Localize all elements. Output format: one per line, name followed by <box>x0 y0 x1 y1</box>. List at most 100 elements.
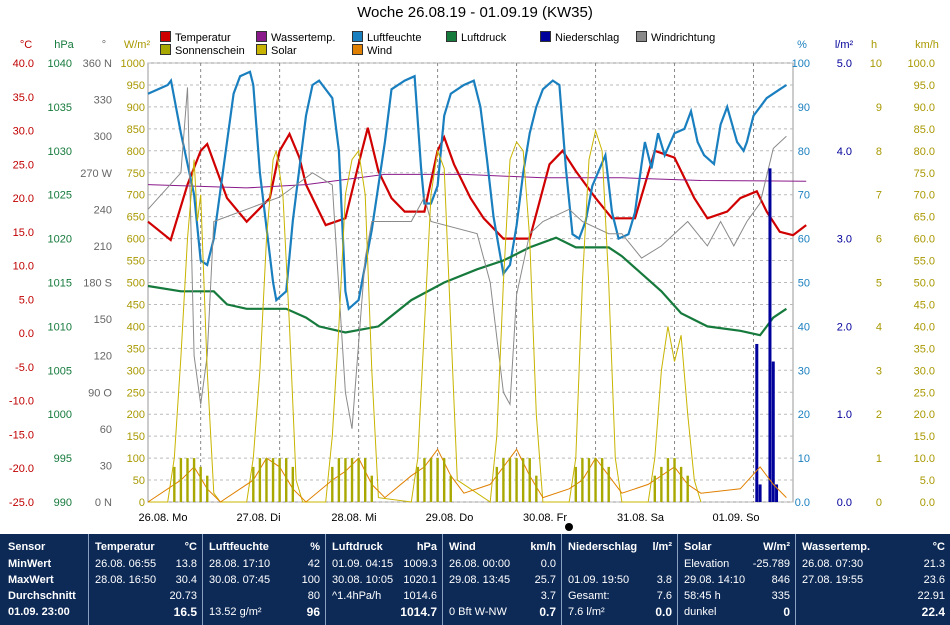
axis-tick-label: 750 <box>127 168 145 180</box>
legend-item: Niederschlag <box>540 31 619 44</box>
stat-column: Niederschlag l/m² 01.09. 19:50 3.8 Gesamt: 7.… <box>561 534 678 625</box>
axis-tick-label: 5.0 <box>19 294 34 306</box>
sunshine-bar <box>199 466 202 502</box>
axis-tick-label: 500 <box>127 278 145 290</box>
axis-tick-label: 450 <box>127 299 145 311</box>
x-tick-label: 26.08. Mo <box>139 512 188 524</box>
axis-tick-label: 0 <box>876 497 882 509</box>
stat-cell-label: 27.08. 19:55 <box>802 574 864 586</box>
sunshine-bar <box>660 466 663 502</box>
axis-tick-label: 1025 <box>48 190 72 202</box>
axis-tick-label: -10.0 <box>9 396 34 408</box>
axis-tick-label: 30 <box>798 365 810 377</box>
stat-cell-label: 29.08. 14:10 <box>684 574 746 586</box>
sunshine-bar <box>265 458 268 502</box>
stat-cell-label: 26.08. 07:30 <box>802 558 864 570</box>
axis-tick-label: 270 W <box>80 168 112 180</box>
row-label-sensor: Sensor <box>8 541 46 553</box>
sunshine-bar <box>350 458 354 502</box>
axis-tick-label: 0.0 <box>920 497 935 509</box>
axis-rain: l/m² 5.0 4.0 3.0 2.0 1.0 0.0 <box>835 39 854 509</box>
sunshine-bar <box>192 458 196 502</box>
axis-tick-label: 1015 <box>48 278 72 290</box>
axis-tick-label: 4.0 <box>837 146 852 158</box>
axis-tick-label: 4 <box>876 321 882 333</box>
axis-tick-label: 20.0 <box>13 193 34 205</box>
axis-tick-label: 0.0 <box>837 497 852 509</box>
axis-tick-label: 1010 <box>48 321 72 333</box>
axis-tick-label: -25.0 <box>9 497 34 509</box>
sunshine-bar <box>528 458 531 502</box>
legend-label: Niederschlag <box>555 32 620 44</box>
stat-cell-value: 0.0 <box>655 605 672 619</box>
axis-tick-label: 2.0 <box>837 321 852 333</box>
stat-column-title: Luftfeuchte <box>209 541 269 553</box>
legend-swatch <box>160 44 171 55</box>
axis-tick-label: 40.0 <box>13 58 34 70</box>
axis-tick-label: 90 <box>798 102 810 114</box>
axis-tick-label: 75.0 <box>914 168 935 180</box>
stat-cell-value: 16.5 <box>173 605 197 619</box>
axis-tick-label: 60 <box>100 424 112 436</box>
stat-cell-value: 7.6 <box>656 590 672 602</box>
axis-tick-label: 1.0 <box>837 409 852 421</box>
axis-tick-label: 25.0 <box>13 159 34 171</box>
axis-tick-label: 995 <box>54 453 72 465</box>
series-wind <box>147 448 787 503</box>
legend-swatch <box>446 31 457 42</box>
stat-cell-value: 96 <box>306 605 320 619</box>
sunshine-bar <box>515 458 518 502</box>
sunshine-bar <box>429 458 433 502</box>
axis-tick-label: 65.0 <box>914 212 935 224</box>
axis-tick-label: 850 <box>127 124 145 136</box>
axis-tick-label: 20 <box>798 409 810 421</box>
sunshine-bar <box>502 458 505 502</box>
x-tick-label: 31.08. Sa <box>617 512 665 524</box>
sunshine-bar <box>285 458 288 502</box>
axis-tick-label: 50 <box>133 475 145 487</box>
stat-column: Luftfeuchte% 28.08. 17:10 42 30.08. 07:45 10… <box>202 534 326 625</box>
axis-tick-label: 95.0 <box>914 80 935 92</box>
axis-tick-label: 80.0 <box>914 146 935 158</box>
axis-pressure: hPa 1040 1035 1030 1025 1020 1015 1010 1005 1000 9… <box>48 39 75 509</box>
stat-cell-label: 01.09. 19:50 <box>568 574 630 586</box>
sunshine-bar <box>271 458 275 502</box>
x-tick-label: 27.08. Di <box>236 512 280 524</box>
axis-tick-label: 250 <box>127 387 145 399</box>
stat-cell-value: 0 <box>783 605 790 619</box>
sunshine-bar <box>600 458 604 502</box>
axis-tick-label: 5.0 <box>837 58 852 70</box>
axis-tick-label: 1000 <box>121 58 145 70</box>
stat-column-title: Temperatur <box>95 541 155 553</box>
stat-cell-label: Elevation <box>684 558 730 570</box>
stat-cell-value: 80 <box>307 590 320 602</box>
sunshine-bar <box>653 475 656 502</box>
axis-tick-label: 600 <box>127 234 145 246</box>
stat-cell-label: 58:45 h <box>684 590 721 602</box>
axis-tick-label: 35.0 <box>13 92 34 104</box>
sunshine-bar <box>535 475 538 502</box>
sunshine-bar <box>416 466 420 502</box>
row-labels-column: Sensor MinWert MaxWert Durchschnitt 01.0… <box>0 534 88 625</box>
series-windrichtung <box>147 87 787 429</box>
rain-bar <box>771 361 775 502</box>
stat-cell-value: 22.4 <box>921 605 945 619</box>
x-tick-label: 29.08. Do <box>426 512 474 524</box>
legend-label: Luftfeuchte <box>367 32 422 44</box>
sunshine-bar <box>337 458 341 502</box>
sunshine-bar <box>363 458 367 502</box>
axis-tick-label: 800 <box>127 146 145 158</box>
stat-cell-value: 1020.1 <box>403 574 437 586</box>
sunshine-bar <box>436 458 439 502</box>
axis-tick-label: 1035 <box>48 102 72 114</box>
stat-cell-value: 42 <box>307 558 320 570</box>
x-tick-label: 28.08. Mi <box>331 512 376 524</box>
axis-tick-label: 50 <box>798 278 810 290</box>
axis-tick-label: 15.0 <box>13 227 34 239</box>
stat-column-unit: % <box>310 541 320 553</box>
axis-tick-label: 1 <box>876 453 882 465</box>
axis-unit-rain: l/m² <box>835 39 854 51</box>
sunshine-bar <box>508 458 512 502</box>
axis-tick-label: 1040 <box>48 58 72 70</box>
sunshine-bar <box>686 475 689 502</box>
